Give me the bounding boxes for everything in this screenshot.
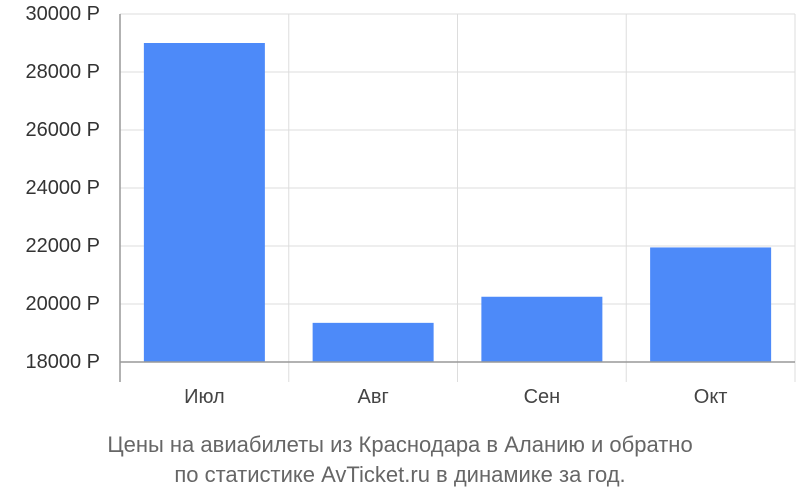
x-tick-label: Авг xyxy=(357,386,388,408)
bar-1 xyxy=(143,43,265,362)
chart-caption-line-1: Цены на авиабилеты из Краснодара в Алани… xyxy=(107,432,693,457)
y-tick-label: 20000 Р xyxy=(25,293,100,315)
y-tick-label: 22000 Р xyxy=(25,235,100,257)
y-tick-label: 24000 Р xyxy=(25,177,100,199)
bars xyxy=(143,43,772,362)
bar-3 xyxy=(481,296,603,362)
x-tick-label: Окт xyxy=(694,386,728,408)
chart-canvas: 30000 Р 28000 Р 26000 Р 24000 Р 22000 Р 20000… xyxy=(25,3,796,408)
x-tick-labels: Июл Авг Сен Окт xyxy=(184,386,727,408)
x-tick-label: Сен xyxy=(524,386,561,408)
bar-2 xyxy=(312,322,434,362)
chart-caption-line-2: по статистике AvTicket.ru в динамике за … xyxy=(174,462,626,487)
y-tick-label: 28000 Р xyxy=(25,61,100,83)
y-tick-label: 18000 Р xyxy=(25,351,100,373)
y-tick-label: 30000 Р xyxy=(25,3,100,25)
y-tick-label: 26000 Р xyxy=(25,119,100,141)
y-tick-labels: 30000 Р 28000 Р 26000 Р 24000 Р 22000 Р 20000… xyxy=(25,3,100,373)
bar-4 xyxy=(650,247,772,362)
axes xyxy=(119,14,795,382)
x-tick-label: Июл xyxy=(184,386,225,408)
bar-chart: 30000 Р 28000 Р 26000 Р 24000 Р 22000 Р 20000… xyxy=(25,3,796,408)
